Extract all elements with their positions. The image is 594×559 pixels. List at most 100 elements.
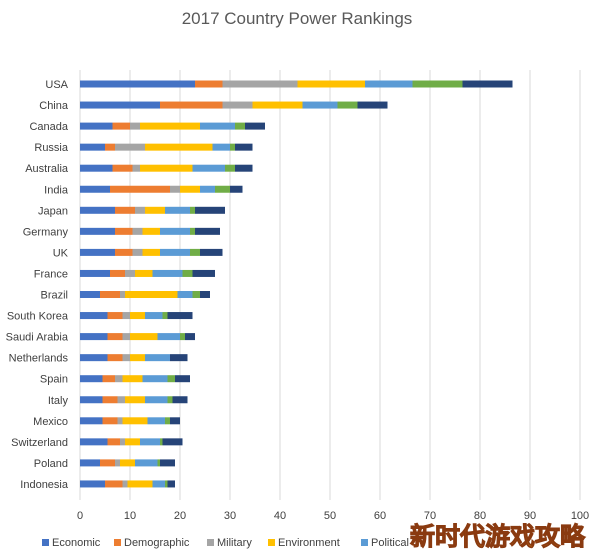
bar-segment — [122, 480, 128, 488]
bar-segment — [152, 269, 183, 277]
bar-segment — [172, 396, 188, 404]
category-label: Netherlands — [9, 353, 69, 365]
bar-segment — [122, 333, 130, 341]
bar-segment — [412, 80, 463, 88]
bar-segment — [462, 80, 513, 88]
category-label: India — [44, 184, 69, 196]
bar-segment — [200, 291, 210, 298]
bar-segment — [162, 312, 168, 320]
x-tick-label: 90 — [524, 510, 536, 522]
bar-segment — [175, 375, 190, 383]
bar-segment — [135, 459, 158, 467]
bar-segment — [80, 80, 195, 88]
category-label: Spain — [40, 374, 68, 386]
legend-label: Military — [217, 537, 252, 549]
bar-segment — [115, 459, 120, 467]
bar-segment — [80, 143, 105, 151]
category-label: South Korea — [7, 311, 69, 323]
bar-segment — [302, 101, 338, 109]
bar-segment — [115, 227, 133, 235]
category-label: Switzerland — [11, 437, 68, 449]
x-tick-label: 70 — [424, 510, 436, 522]
bar-segment — [100, 459, 115, 467]
bar-segment — [132, 248, 143, 256]
bar-segment — [80, 206, 115, 214]
bar-segment — [105, 480, 123, 488]
bar-segment — [120, 459, 135, 467]
x-tick-label: 60 — [374, 510, 386, 522]
bar-segment — [80, 185, 110, 193]
bar-segment — [222, 101, 253, 109]
bar-segment — [190, 227, 195, 235]
bar-segment — [160, 248, 190, 256]
bar-segment — [140, 164, 193, 172]
bar-segment — [245, 122, 265, 130]
category-label: USA — [45, 79, 68, 91]
category-label: Brazil — [40, 290, 68, 302]
bar-segment — [80, 333, 108, 341]
bar-segment — [140, 122, 200, 130]
bar-segment — [170, 417, 180, 425]
bar-segment — [145, 143, 213, 151]
bar-segment — [142, 227, 160, 235]
bar-segment — [115, 248, 133, 256]
bar-segment — [130, 333, 158, 341]
category-label: UK — [53, 247, 69, 259]
bar-segment — [125, 438, 140, 446]
bar-segment — [125, 269, 135, 277]
bar-segment — [170, 185, 180, 193]
bar-segment — [122, 354, 130, 362]
bar-segment — [125, 396, 145, 404]
bar-segment — [215, 185, 230, 193]
x-tick-label: 0 — [77, 510, 83, 522]
bar-segment — [145, 396, 168, 404]
bar-segment — [200, 122, 235, 130]
bar-segment — [142, 375, 168, 383]
bar-segment — [357, 101, 388, 109]
legend-swatch — [42, 539, 49, 546]
bar-segment — [235, 143, 253, 151]
category-label: France — [34, 268, 68, 280]
bar-segment — [132, 227, 143, 235]
bar-segment — [80, 396, 103, 404]
bar-segment — [120, 291, 125, 298]
legend-swatch — [361, 539, 368, 546]
bar-segment — [195, 227, 220, 235]
bar-segment — [180, 333, 185, 341]
bar-segment — [160, 101, 223, 109]
bar-segment — [127, 480, 153, 488]
bar-segment — [105, 143, 115, 151]
bar-segment — [112, 122, 130, 130]
bar-segment — [80, 312, 108, 320]
bar-segment — [135, 269, 153, 277]
bar-segment — [177, 291, 193, 298]
bar-segment — [130, 312, 145, 320]
bar-segment — [167, 312, 193, 320]
bar-segment — [230, 143, 235, 151]
bar-segment — [117, 417, 123, 425]
x-tick-label: 50 — [324, 510, 336, 522]
x-tick-label: 80 — [474, 510, 486, 522]
bar-segment — [80, 375, 103, 383]
bar-segment — [80, 291, 100, 298]
legend: Economic Demographic Military Environment Po… — [42, 537, 409, 549]
bar-segment — [365, 80, 413, 88]
bar-segment — [167, 375, 175, 383]
bar-segment — [212, 143, 230, 151]
bar-segment — [115, 143, 145, 151]
bar-segment — [222, 80, 298, 88]
bar-segment — [102, 417, 118, 425]
bar-segment — [182, 269, 193, 277]
bar-segment — [135, 206, 145, 214]
category-label: Japan — [38, 205, 68, 217]
chart-title: 2017 Country Power Rankings — [182, 9, 413, 28]
category-label: Canada — [29, 121, 68, 133]
bar-segment — [80, 480, 105, 488]
bar-segment — [185, 333, 195, 341]
bar-segment — [122, 417, 148, 425]
bar-segment — [162, 438, 183, 446]
bar-segment — [102, 396, 118, 404]
bar-segment — [80, 417, 103, 425]
x-tick-label: 100 — [571, 510, 589, 522]
